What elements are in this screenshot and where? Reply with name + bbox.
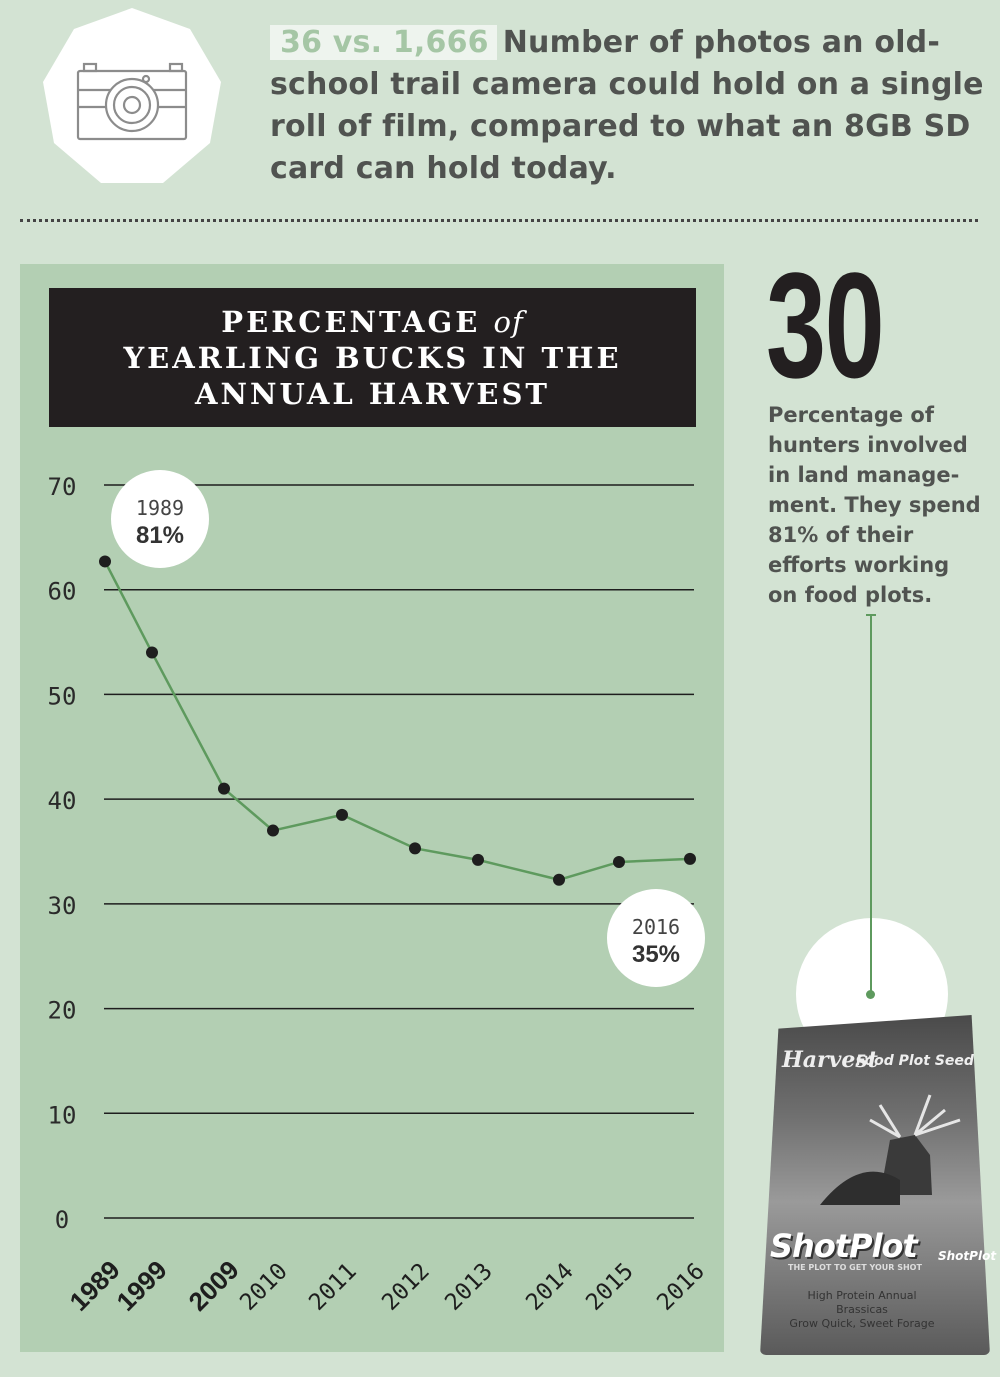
x-tick-label: 2015 (581, 1258, 639, 1316)
chart-panel (20, 264, 724, 1352)
x-tick-label: 1999 (111, 1255, 173, 1317)
data-point (613, 855, 625, 868)
callout-year: 1989 (136, 496, 184, 520)
x-tick-label: 2013 (440, 1258, 498, 1316)
bag-desc-line1: High Protein Annual Brassicas (807, 1289, 917, 1316)
data-point (409, 842, 421, 855)
callout-circle (111, 470, 209, 568)
bag-brand: Harvest (782, 1047, 878, 1073)
data-point (684, 852, 696, 865)
data-point (146, 646, 158, 659)
stat-description: Percentage of hunters involved in land m… (768, 403, 981, 607)
data-point (553, 873, 565, 886)
fact-highlight: 36 vs. 1,666 (270, 25, 497, 60)
x-tick-label: 2011 (304, 1258, 362, 1316)
chart-title-line1: PERCENTAGE (221, 305, 481, 339)
callout-circle (607, 889, 705, 987)
bag-tagline: THE PLOT TO GET YOUR SHOT (788, 1263, 922, 1272)
deer-illustration (820, 1094, 961, 1205)
bag-desc-line2: Grow Quick, Sweet Forage (789, 1317, 935, 1330)
camera-icon (76, 62, 188, 141)
y-tick-label: 20 (48, 997, 77, 1025)
x-tick-label: 2010 (235, 1258, 293, 1316)
x-tick-label: 2016 (652, 1258, 710, 1316)
chart-title-line3: ANNUAL HARVEST (195, 377, 550, 411)
dotted-divider (20, 219, 978, 222)
y-tick-label: 60 (48, 578, 77, 606)
bag-logo: ShotPlot (770, 1227, 918, 1265)
chart-title-line2: YEARLING BUCKS IN THE (123, 341, 622, 375)
y-tick-label: 10 (48, 1101, 77, 1129)
callout-value: 81% (136, 522, 184, 549)
y-tick-label: 70 (48, 473, 77, 501)
fact-description: Number of photos an old-school trail cam… (270, 25, 984, 186)
bag-side-logo: ShotPlot (938, 1249, 997, 1263)
product-bag-image: Harvest Food Plot Seed ShotPlot THE PLOT… (760, 1015, 1000, 1355)
x-tick-label: 2012 (377, 1258, 435, 1316)
y-tick-label: 50 (48, 682, 77, 710)
y-tick-label: 40 (48, 787, 77, 815)
x-tick-label: 2009 (183, 1255, 245, 1317)
data-point (267, 824, 279, 837)
data-point (336, 808, 348, 821)
camera-badge (43, 8, 221, 183)
y-tick-label: 0 (55, 1206, 69, 1234)
chart-title: PERCENTAGE of YEARLING BUCKS IN THE ANNU… (49, 288, 696, 427)
stat-number: 30 (766, 241, 885, 409)
data-point (99, 555, 111, 568)
callout-year: 2016 (632, 915, 680, 939)
chart-title-of: of (493, 305, 524, 339)
leader-line (870, 614, 872, 996)
bag-subtitle: Food Plot Seed (856, 1053, 974, 1069)
series-line (103, 560, 691, 882)
callout-value: 35% (632, 941, 680, 968)
fact-text: 36 vs. 1,666 Number of photos an old-scho… (270, 22, 985, 190)
data-point (472, 853, 484, 866)
x-tick-label: 1989 (64, 1255, 126, 1317)
bag-description: High Protein Annual Brassicas Grow Quick… (782, 1289, 942, 1331)
leader-dot (866, 990, 875, 999)
data-point (218, 782, 230, 795)
x-tick-label: 2014 (521, 1258, 579, 1316)
y-tick-label: 30 (48, 892, 77, 920)
